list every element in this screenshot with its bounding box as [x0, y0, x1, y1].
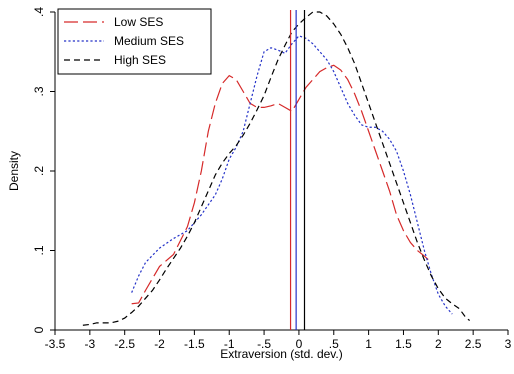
x-tick-label: 2 [435, 337, 442, 351]
x-tick-label: 1 [365, 337, 372, 351]
x-tick-label: -2 [154, 337, 165, 351]
y-tick-label: .3 [32, 86, 46, 96]
axes-layer: -3.5 -3 -2.5 -2 -1.5 -1 -.5 0 .5 1 1.5 2 2.5 3 0 .1 .2 .3… [32, 7, 512, 351]
x-tick-label: -3 [85, 337, 96, 351]
y-axis-title: Density [7, 151, 21, 191]
x-tick-label: -1 [224, 337, 235, 351]
series-line-low-ses [131, 64, 432, 305]
series-line-medium-ses [131, 35, 453, 315]
reference-lines-layer [289, 10, 306, 330]
x-tick-label: 3 [505, 337, 512, 351]
legend-label: High SES [114, 53, 166, 67]
x-tick-label: 2.5 [465, 337, 482, 351]
x-tick-label: -.5 [257, 337, 271, 351]
y-tick-label: 0 [32, 326, 46, 333]
y-tick-label: .4 [32, 7, 46, 17]
legend-label: Medium SES [114, 34, 184, 48]
series-line-high-ses [82, 11, 471, 326]
legend: Low SES Medium SES High SES [57, 8, 212, 75]
x-tick-label: -3.5 [45, 337, 66, 351]
lines-layer [82, 11, 471, 326]
x-tick-label: 1.5 [395, 337, 412, 351]
legend-label: Low SES [114, 15, 163, 29]
y-tick-label: .1 [32, 245, 46, 255]
x-tick-label: .5 [329, 337, 339, 351]
x-tick-label: -1.5 [184, 337, 205, 351]
x-axis-title: Extraversion (std. dev.) [220, 347, 342, 361]
y-tick-label: .2 [32, 166, 46, 176]
x-tick-label: -2.5 [114, 337, 135, 351]
x-tick-label: 0 [296, 337, 303, 351]
